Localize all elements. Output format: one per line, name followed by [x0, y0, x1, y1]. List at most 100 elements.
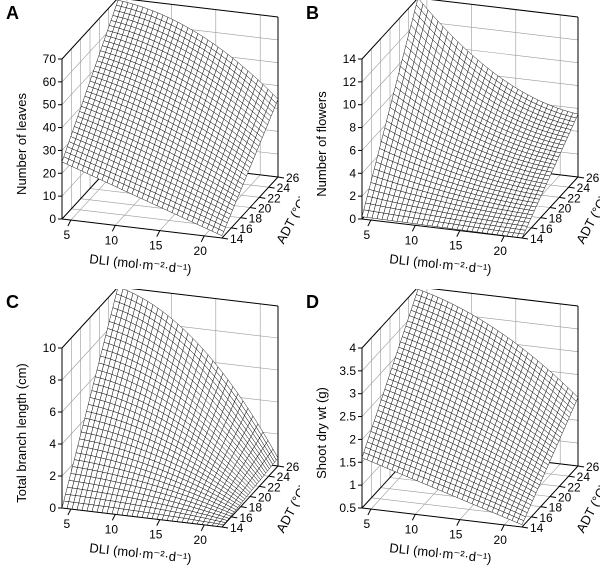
- x-tick: [456, 519, 461, 526]
- z-tick-label: 0: [49, 212, 56, 226]
- x-tick-label: 20: [194, 533, 208, 547]
- y-tick-label: 24: [277, 181, 291, 195]
- y-tick: [577, 465, 585, 468]
- z-axis-title: Number of leaves: [14, 93, 29, 195]
- z-tick-label: 0: [349, 212, 356, 226]
- y-tick: [577, 176, 585, 179]
- z-axis-title: Shoot dry wt (g): [314, 387, 329, 479]
- y-tick-label: 16: [539, 222, 553, 236]
- y-tick: [277, 465, 285, 468]
- x-tick-label: 10: [105, 233, 119, 247]
- x-tick: [200, 235, 205, 243]
- z-tick-label: 2: [349, 432, 356, 446]
- z-tick-label: 10: [43, 341, 57, 355]
- z-tick-label: 1.5: [339, 455, 356, 469]
- surface-cell: [216, 228, 225, 237]
- z-tick-label: 2: [349, 189, 356, 203]
- y-tick: [249, 207, 257, 209]
- box-edge: [430, 0, 579, 18]
- x-tick-label: 20: [494, 533, 508, 547]
- y-tick: [231, 516, 238, 519]
- y-tick: [221, 526, 229, 529]
- x-tick-label: 10: [405, 233, 419, 247]
- y-tick: [559, 485, 566, 488]
- surface-plot: 0.511.522.533.545 10 15 2014161820222426Sho…: [314, 289, 600, 566]
- y-tick-label: 26: [586, 171, 600, 185]
- y-tick: [521, 526, 529, 529]
- y-tick: [240, 217, 247, 220]
- y-tick: [559, 196, 566, 199]
- x-tick: [111, 514, 116, 521]
- z-axis-title: Number of flowers: [314, 91, 329, 197]
- y-tick: [549, 496, 557, 498]
- x-tick: [456, 230, 461, 237]
- y-tick: [231, 227, 238, 230]
- y-tick: [268, 186, 275, 189]
- surface-cell: [516, 518, 525, 525]
- y-tick-label: 22: [267, 191, 281, 205]
- x-axis-title: DLI (mol·m⁻²·d⁻¹): [89, 251, 193, 277]
- y-tick: [549, 207, 557, 209]
- surface: [61, 0, 279, 237]
- z-tick-label: 4: [349, 166, 356, 180]
- z-tick-label: 0.5: [339, 501, 356, 515]
- y-tick-label: 14: [530, 232, 544, 246]
- x-tick-label: 15: [149, 239, 163, 253]
- z-tick-label: 3: [349, 387, 356, 401]
- y-tick-label: 14: [230, 232, 244, 246]
- x-tick-label: 10: [405, 522, 419, 536]
- x-tick-label: 5: [64, 517, 71, 531]
- x-tick: [156, 230, 161, 237]
- z-tick-label: 2.5: [339, 410, 356, 424]
- y-tick-label: 22: [567, 480, 581, 494]
- x-tick-label: 15: [449, 528, 463, 542]
- y-tick-label: 16: [239, 511, 253, 525]
- z-tick-label: 2: [49, 469, 56, 483]
- z-tick-label: 0: [49, 501, 56, 515]
- x-tick-label: 15: [149, 528, 163, 542]
- y-tick: [259, 485, 266, 488]
- x-tick: [367, 508, 372, 516]
- panel-label: A: [6, 3, 19, 23]
- y-tick-label: 14: [230, 521, 244, 535]
- panel-label: B: [306, 3, 319, 23]
- x-tick: [111, 225, 116, 232]
- y-tick-label: 16: [239, 222, 253, 236]
- y-tick-label: 24: [277, 470, 291, 484]
- panel-c: C 0 2 4 6 8 10 5 10 15 20 14 16 18 20 22 24 26 Total bran…: [0, 289, 300, 578]
- y-tick: [531, 227, 538, 230]
- y-tick: [249, 496, 257, 498]
- x-tick: [67, 219, 72, 227]
- y-tick-label: 18: [249, 501, 263, 515]
- y-tick: [277, 176, 285, 179]
- y-tick: [521, 237, 529, 240]
- x-tick: [500, 235, 505, 243]
- y-tick-label: 26: [586, 460, 600, 474]
- surface: [361, 289, 579, 525]
- panel-b: B 0 2 4 6 8 10 12 14 5 10 15 20 14 16 18 20 22 24 26 Number…: [300, 0, 600, 289]
- y-tick-label: 22: [567, 191, 581, 205]
- x-tick-label: 10: [105, 522, 119, 536]
- y-tick: [531, 516, 538, 519]
- y-tick-label: 18: [249, 212, 263, 226]
- y-tick: [568, 475, 575, 478]
- y-tick: [221, 237, 229, 240]
- z-tick-label: 6: [49, 405, 56, 419]
- y-tick-label: 16: [539, 511, 553, 525]
- z-tick-label: 8: [349, 121, 356, 135]
- z-tick-label: 4: [49, 437, 56, 451]
- box-edge: [361, 0, 417, 60]
- z-tick-label: 3.5: [339, 364, 356, 378]
- x-axis-title: DLI (mol·m⁻²·d⁻¹): [89, 540, 193, 566]
- panel-label: C: [6, 292, 19, 312]
- x-tick-label: 20: [194, 244, 208, 258]
- z-tick-label: 10: [43, 189, 57, 203]
- panel-label: D: [306, 292, 319, 312]
- y-tick: [268, 475, 275, 478]
- surface: [61, 289, 279, 528]
- z-tick-label: 40: [43, 121, 57, 135]
- z-tick-label: 70: [43, 52, 57, 66]
